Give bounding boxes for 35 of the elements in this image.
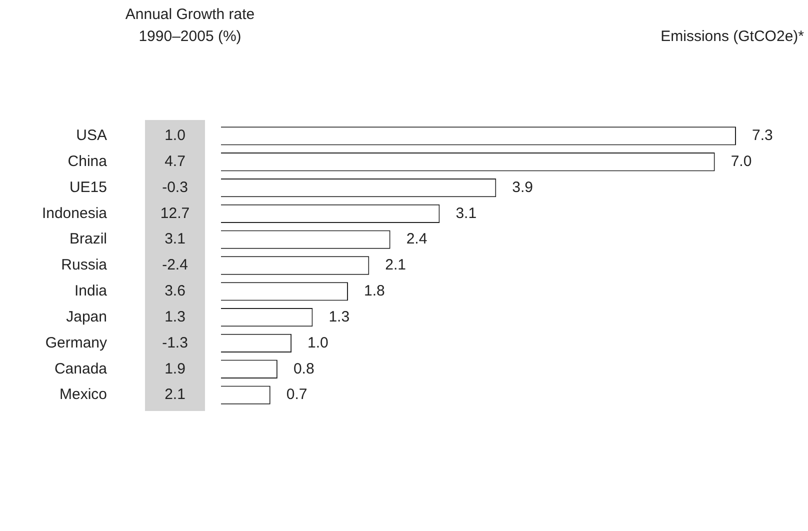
text: 3.1 [164, 230, 186, 248]
text: Emissions (GtCO2e)* [660, 28, 804, 46]
y-tick-label: China [68, 153, 108, 170]
text: 1.3 [164, 308, 186, 326]
data-label: 7.0 [730, 153, 752, 170]
text: 12.7 [160, 204, 190, 222]
data-label: 0.8 [293, 360, 314, 378]
data-label: 1.3 [328, 308, 350, 326]
text: 3.6 [164, 282, 186, 300]
y-tick-label: Russia [61, 256, 108, 274]
text: -0.3 [162, 178, 188, 196]
y-tick-label: Germany [45, 334, 108, 352]
data-label: 7.3 [752, 127, 773, 144]
data-label: 1.8 [364, 282, 385, 300]
data-label: 2.4 [406, 230, 428, 248]
data-label: 0.7 [286, 386, 308, 404]
y-tick-label: UE15 [69, 178, 107, 196]
text: Annual Growth rate 1990–2005 (%) [125, 6, 255, 46]
text: -2.4 [162, 256, 188, 274]
y-tick-label: Brazil [69, 230, 107, 248]
y-tick-label: Mexico [59, 386, 107, 404]
y-tick-label: India [74, 282, 108, 300]
y-tick-label: Indonesia [42, 204, 108, 222]
y-tick-label: USA [76, 127, 107, 144]
y-tick-label: Japan [66, 308, 107, 326]
data-label: 3.9 [512, 178, 533, 196]
text: 4.7 [164, 153, 186, 170]
text: 1.0 [164, 127, 186, 144]
data-label: 2.1 [385, 256, 406, 274]
text: 1.9 [164, 360, 186, 378]
y-tick-label: Canada [54, 360, 108, 378]
text: 2.1 [164, 386, 186, 404]
text: -1.3 [162, 334, 188, 352]
data-label: 3.1 [456, 204, 477, 222]
data-label: 1.0 [308, 334, 328, 352]
